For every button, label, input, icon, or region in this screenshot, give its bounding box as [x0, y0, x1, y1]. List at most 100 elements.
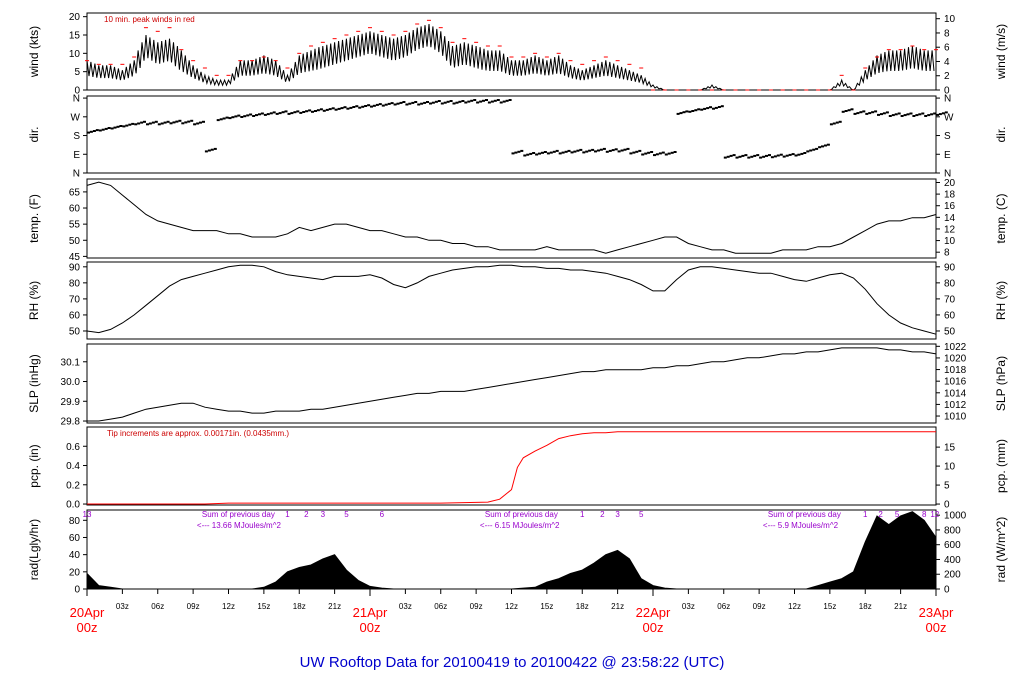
left-tick-label: 15 — [69, 31, 81, 42]
right-tick-label: 90 — [944, 262, 956, 273]
direction-mark — [426, 101, 429, 103]
direction-mark — [912, 115, 916, 117]
x-tick-label: 06z — [151, 602, 164, 611]
direction-mark — [396, 102, 400, 105]
left-axis-label: rad(Lgly/hr) — [27, 519, 41, 580]
direction-mark — [821, 145, 824, 148]
radiation-hour-mark: 2 — [878, 510, 883, 519]
radiation-hour-mark: 5 — [639, 510, 644, 519]
direction-mark — [437, 100, 441, 102]
direction-mark — [284, 110, 288, 113]
direction-mark — [529, 152, 533, 155]
direction-mark — [588, 149, 592, 152]
direction-mark — [670, 151, 674, 154]
direction-mark — [738, 155, 742, 158]
right-tick-label: 14 — [944, 213, 956, 224]
direction-mark — [148, 122, 152, 125]
left-tick-label: 55 — [69, 220, 81, 231]
direction-mark — [175, 120, 179, 123]
direction-mark — [661, 151, 665, 154]
right-tick-label: 10 — [944, 236, 956, 247]
radiation-sum-note: Sum of previous day — [202, 510, 275, 519]
right-tick-label: 1022 — [944, 342, 967, 353]
direction-mark — [676, 112, 680, 115]
direction-mark — [275, 112, 279, 115]
direction-mark — [847, 109, 851, 112]
direction-mark — [909, 112, 913, 115]
precip-note: Tip increments are approx. 0.00171in. (0… — [107, 429, 289, 438]
left-tick-label: 10 — [69, 49, 81, 60]
direction-mark — [844, 110, 848, 112]
direction-mark — [918, 113, 922, 116]
right-tick-label: 20 — [944, 178, 956, 189]
precipitation-line — [87, 431, 936, 505]
left-tick-label: 50 — [69, 236, 81, 247]
x-tick-label: 15z — [257, 602, 270, 611]
direction-mark — [113, 126, 117, 129]
direction-mark — [193, 123, 197, 126]
direction-mark — [815, 147, 819, 150]
x-tick-label: 21z — [328, 602, 341, 611]
panel-frame-temp — [86, 178, 937, 259]
right-tick-label: 8 — [944, 28, 950, 39]
left-tick-label: 29.8 — [61, 417, 81, 428]
direction-mark — [496, 99, 500, 101]
direction-mark — [414, 101, 418, 103]
x-tick-label: 09z — [753, 602, 766, 611]
right-tick-label: 1018 — [944, 365, 967, 376]
left-tick-label: E — [73, 150, 80, 161]
direction-mark — [838, 120, 842, 123]
direction-mark — [897, 112, 901, 115]
direction-mark — [941, 112, 945, 115]
right-tick-label: 10 — [944, 14, 956, 25]
direction-mark — [308, 109, 312, 112]
direction-mark — [420, 102, 424, 105]
direction-mark — [361, 105, 365, 108]
direction-mark — [355, 105, 359, 108]
right-tick-label: 200 — [944, 570, 961, 581]
right-tick-label: 1012 — [944, 400, 967, 411]
direction-mark — [824, 144, 827, 147]
direction-mark — [370, 105, 373, 108]
direction-mark — [393, 103, 397, 106]
direction-mark — [116, 125, 120, 128]
direction-mark — [367, 104, 371, 107]
direction-mark — [570, 151, 574, 154]
direction-mark — [885, 111, 889, 114]
chart-title: UW Rooftop Data for 20100419 to 20100422… — [300, 654, 725, 671]
direction-mark — [667, 152, 671, 155]
direction-mark — [505, 99, 509, 102]
right-tick-label: 15 — [944, 443, 956, 454]
radiation-area — [86, 511, 937, 590]
direction-mark — [871, 111, 875, 114]
x-tick-label: 03z — [399, 602, 412, 611]
direction-mark — [561, 151, 565, 154]
right-tick-label: 5 — [944, 481, 950, 492]
direction-mark — [732, 154, 736, 157]
direction-mark — [405, 103, 409, 106]
direction-mark — [694, 109, 698, 112]
left-tick-label: N — [73, 94, 80, 105]
direction-mark — [664, 153, 668, 156]
direction-mark — [894, 113, 898, 116]
right-axis-label: wind (m/s) — [994, 24, 1008, 80]
direction-mark — [526, 153, 530, 156]
direction-mark — [166, 120, 170, 123]
direction-mark — [921, 112, 925, 115]
direction-mark — [712, 107, 715, 110]
direction-mark — [685, 110, 689, 113]
right-tick-label: 70 — [944, 294, 956, 305]
direction-mark — [340, 107, 344, 110]
direction-mark — [915, 114, 919, 117]
direction-mark — [476, 101, 480, 104]
direction-mark — [143, 120, 146, 123]
direction-mark — [511, 152, 515, 155]
direction-mark — [520, 149, 524, 152]
direction-mark — [87, 131, 90, 134]
direction-mark — [635, 150, 639, 153]
date-label: 23Apr — [919, 605, 954, 620]
right-tick-label: 400 — [944, 555, 961, 566]
direction-mark — [140, 121, 144, 124]
direction-mark — [322, 109, 326, 112]
left-axis-label: temp. (F) — [27, 194, 41, 243]
